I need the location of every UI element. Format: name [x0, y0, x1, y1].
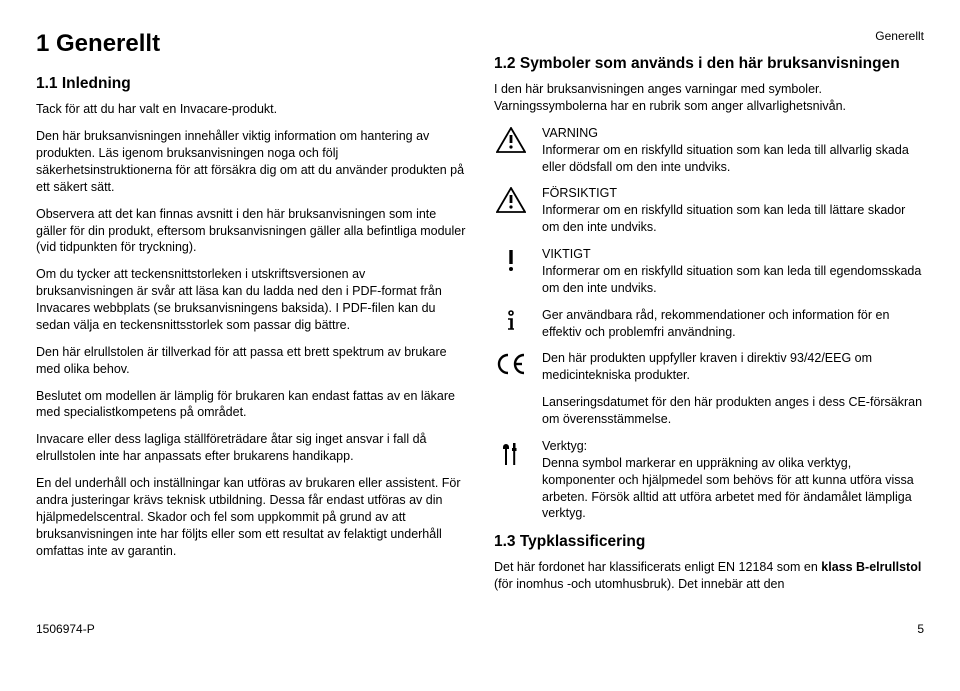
symbol-tools: Verktyg: Denna symbol markerar en uppräk…: [494, 438, 924, 522]
symbol-title: FÖRSIKTIGT: [542, 185, 924, 202]
symbol-warning: VARNING Informerar om en riskfylld situa…: [494, 125, 924, 176]
paragraph: I den här bruksanvisningen anges varning…: [494, 81, 924, 115]
symbol-body: Informerar om en riskfylld situation som…: [542, 263, 924, 297]
left-column: 1 Generellt 1.1 Inledning Tack för att d…: [36, 28, 466, 603]
paragraph: Tack för att du har valt en Invacare-pro…: [36, 101, 466, 118]
symbol-important: VIKTIGT Informerar om en riskfylld situa…: [494, 246, 924, 297]
symbol-info: Ger användbara råd, rekommendationer och…: [494, 307, 924, 341]
symbol-title: VARNING: [542, 125, 924, 142]
heading-symboler: 1.2 Symboler som används i den här bruks…: [494, 54, 924, 75]
ce-mark-icon: [494, 350, 528, 376]
symbol-title: Verktyg:: [542, 438, 924, 455]
text-bold: klass B-elrullstol: [821, 560, 921, 574]
footer-doc-id: 1506974-P: [36, 621, 95, 637]
symbol-title: VIKTIGT: [542, 246, 924, 263]
symbol-body: Informerar om en riskfylld situation som…: [542, 142, 924, 176]
symbol-ce: Den här produkten uppfyller kraven i dir…: [494, 350, 924, 428]
paragraph: En del underhåll och inställningar kan u…: [36, 475, 466, 559]
paragraph: Om du tycker att teckensnittstorleken i …: [36, 266, 466, 334]
text: (för inomhus -och utomhusbruk). Det inne…: [494, 577, 784, 591]
symbol-body: Denna symbol markerar en uppräkning av o…: [542, 455, 924, 523]
text: Det här fordonet har klassificerats enli…: [494, 560, 821, 574]
paragraph: Det här fordonet har klassificerats enli…: [494, 559, 924, 593]
footer: 1506974-P 5: [36, 621, 924, 637]
heading-h1: 1 Generellt: [36, 28, 466, 60]
info-icon: [494, 307, 528, 335]
symbol-body: Ger användbara råd, rekommendationer och…: [542, 307, 924, 341]
page-header-right: Generellt: [494, 28, 924, 44]
symbol-body: Informerar om en riskfylld situation som…: [542, 202, 924, 236]
symbol-caution: FÖRSIKTIGT Informerar om en riskfylld si…: [494, 185, 924, 236]
paragraph: Den här elrullstolen är tillverkad för a…: [36, 344, 466, 378]
paragraph: Beslutet om modellen är lämplig för bruk…: [36, 388, 466, 422]
paragraph: Invacare eller dess lagliga ställföreträ…: [36, 431, 466, 465]
important-exclamation-icon: [494, 246, 528, 274]
paragraph: Den här bruksanvisningen innehåller vikt…: [36, 128, 466, 196]
tools-icon: [494, 438, 528, 470]
heading-typklass: 1.3 Typklassificering: [494, 532, 924, 553]
symbol-body: Lanseringsdatumet för den här produkten …: [542, 394, 924, 428]
warning-triangle-icon: [494, 125, 528, 153]
right-column: Generellt 1.2 Symboler som används i den…: [494, 28, 924, 603]
footer-page-number: 5: [917, 621, 924, 637]
paragraph: Observera att det kan finnas avsnitt i d…: [36, 206, 466, 257]
symbol-body: Den här produkten uppfyller kraven i dir…: [542, 350, 924, 384]
caution-triangle-icon: [494, 185, 528, 213]
heading-inledning: 1.1 Inledning: [36, 74, 466, 95]
